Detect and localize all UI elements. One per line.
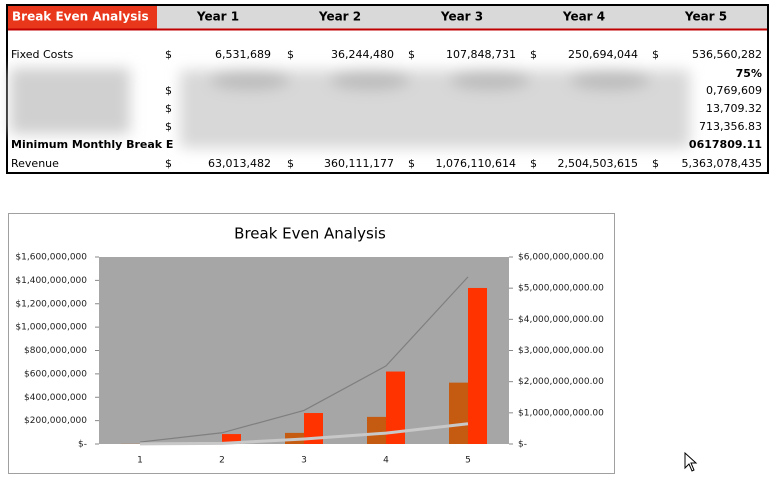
blurred-region	[10, 68, 690, 148]
cell-value: 75%	[736, 67, 762, 80]
currency-sign: $	[165, 48, 172, 61]
y-tick-label: $200,000,000	[24, 416, 87, 426]
bar	[367, 416, 386, 444]
chart: $- $200,000,000 $400,000,000 $600,000,000 $8…	[15, 253, 604, 466]
cell-value: 6,531,689	[215, 48, 271, 61]
column-header: Year 2	[318, 10, 361, 24]
y2-tick-label: $2,000,000,000.00	[518, 377, 604, 387]
cell-value: 63,013,482	[208, 157, 271, 170]
y-tick-label: $1,200,000,000	[15, 299, 87, 309]
line	[139, 276, 469, 443]
cell-value: 1,076,110,614	[436, 157, 516, 170]
cell-value: 536,560,282	[692, 48, 762, 61]
column-header: Year 5	[684, 10, 727, 24]
currency-sign: $	[165, 102, 172, 115]
cell-value: 360,111,177	[324, 157, 394, 170]
y-tick-label: $800,000,000	[24, 346, 87, 356]
line	[139, 422, 469, 446]
currency-sign: $	[408, 48, 415, 61]
bar	[449, 382, 468, 444]
y2-tick-label: $5,000,000,000.00	[518, 284, 604, 294]
column-header: Year 3	[440, 10, 483, 24]
table: Year 1 Year 2 Year 3 Year 4 Year 5 Fixed Cost…	[11, 10, 762, 171]
cell-value: 5,363,078,435	[682, 157, 762, 170]
currency-sign: $	[652, 157, 659, 170]
table-title: Break Even Analysis	[12, 10, 149, 24]
column-header: Year 4	[562, 10, 605, 24]
mouse-cursor	[684, 451, 698, 472]
bar	[386, 371, 405, 444]
y2-tick-label: $-	[518, 440, 527, 450]
currency-sign: $	[530, 157, 537, 170]
cell-value: 13,709.32	[706, 102, 762, 115]
column-header: Year 1	[196, 10, 239, 24]
title-cell	[8, 6, 157, 29]
row-label: Minimum Monthly Break E	[11, 138, 173, 151]
y-tick-label: $600,000,000	[24, 369, 87, 379]
cell-value: 713,356.83	[699, 120, 762, 133]
currency-sign: $	[652, 48, 659, 61]
cell-value: 36,244,480	[331, 48, 394, 61]
y-tick-label: $1,000,000,000	[15, 323, 87, 333]
cell-value: 0617809.11	[689, 138, 762, 151]
y-tick-label: $1,600,000,000	[15, 253, 87, 263]
currency-sign: $	[165, 120, 172, 133]
row-label: Revenue	[11, 157, 59, 170]
y2-tick-label: $6,000,000,000.00	[518, 253, 604, 263]
y-tick-label: $1,400,000,000	[15, 276, 87, 286]
y2-tick-label: $1,000,000,000.00	[518, 408, 604, 418]
plot-area	[99, 257, 509, 444]
currency-sign: $	[165, 84, 172, 97]
currency-sign: $	[165, 157, 172, 170]
x-tick-label: 5	[465, 456, 471, 466]
x-tick-label: 4	[383, 456, 389, 466]
x-tick-label: 1	[137, 456, 143, 466]
currency-sign: $	[287, 157, 294, 170]
y-tick-label: $-	[78, 440, 87, 450]
row-label: Fixed Costs	[11, 48, 73, 61]
chart-title: Break Even Analysis	[234, 225, 386, 243]
currency-sign: $	[287, 48, 294, 61]
y-tick-label: $400,000,000	[24, 393, 87, 403]
bar	[222, 434, 241, 444]
header-band	[157, 6, 767, 29]
x-tick-label: 3	[301, 456, 307, 466]
cell-value: 2,504,503,615	[558, 157, 638, 170]
y2-tick-label: $3,000,000,000.00	[518, 346, 604, 356]
x-tick-label: 2	[219, 456, 225, 466]
bar	[468, 287, 487, 444]
y2-tick-label: $4,000,000,000.00	[518, 315, 604, 325]
cell-value: 250,694,044	[568, 48, 638, 61]
cell-value: 0,769,609	[706, 84, 762, 97]
currency-sign: $	[408, 157, 415, 170]
currency-sign: $	[530, 48, 537, 61]
bar	[304, 413, 323, 444]
cell-value: 107,848,731	[446, 48, 516, 61]
